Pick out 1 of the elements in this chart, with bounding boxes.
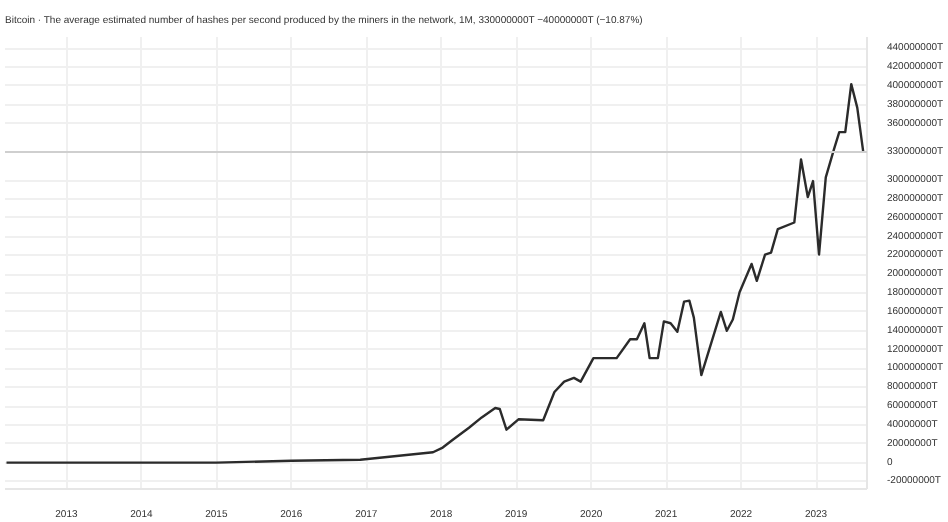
line-series	[5, 82, 865, 464]
